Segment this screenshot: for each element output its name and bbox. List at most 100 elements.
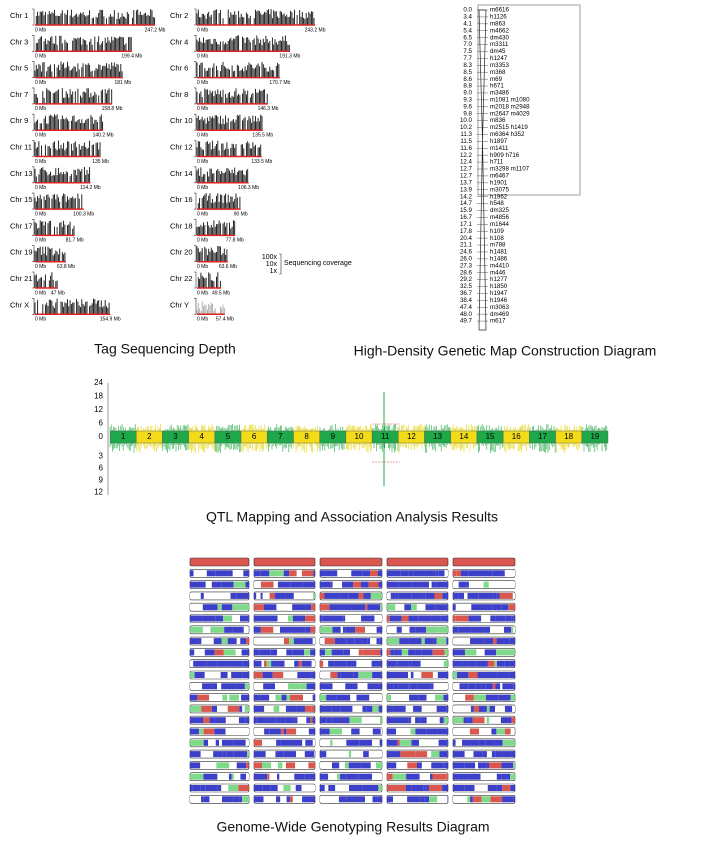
genotype-block <box>439 570 445 576</box>
genotype-block <box>408 661 411 667</box>
genotype-block <box>502 796 514 802</box>
genotype-block <box>497 774 501 780</box>
genotype-block <box>513 683 515 689</box>
genotype-block <box>190 616 203 622</box>
genotype-block <box>190 661 193 667</box>
genotype-block <box>214 638 222 644</box>
genotype-block <box>267 717 275 723</box>
genotype-block <box>194 649 204 655</box>
length-label: 114.2 Mb <box>80 185 101 191</box>
genotype-block <box>287 796 290 802</box>
genotype-block <box>453 627 459 633</box>
genotype-block <box>424 706 427 712</box>
genotype-block <box>293 627 306 633</box>
genotype-block <box>408 683 410 689</box>
genotype-block <box>216 740 219 746</box>
genotype-block <box>424 785 426 791</box>
genotype-block <box>274 582 278 588</box>
genotype-block <box>217 774 229 780</box>
genotype-block <box>280 740 289 746</box>
genotype-block <box>487 751 492 757</box>
genotype-block <box>232 774 234 780</box>
caption: Tag Sequencing Depth <box>94 341 236 357</box>
genotype-block <box>482 796 491 802</box>
genotype-block <box>512 706 515 712</box>
genotype-block <box>239 695 241 701</box>
genotype-block <box>353 683 358 689</box>
genotype-block <box>416 649 422 655</box>
genotype-block <box>190 740 204 746</box>
genotype-block <box>503 649 515 655</box>
genotype-block <box>210 762 216 768</box>
genotype-block <box>374 616 382 622</box>
chromosome-label: Chr 4 <box>170 37 188 46</box>
axis-bracket <box>194 88 196 104</box>
genotype-block <box>203 774 217 780</box>
genotype-block <box>293 796 302 802</box>
genotype-block <box>207 706 212 712</box>
genotype-block <box>436 570 439 576</box>
genotype-block <box>279 604 292 610</box>
genotype-block <box>310 649 315 655</box>
genotype-block <box>203 582 206 588</box>
genotype-block <box>242 672 249 678</box>
length-label: 133.5 Mb <box>251 159 272 165</box>
genotype-block <box>215 717 226 723</box>
length-label: 47 Mb <box>51 290 65 296</box>
axis-bracket <box>32 114 34 130</box>
genotype-block <box>222 740 233 746</box>
chromosome-label: Chr 8 <box>170 90 188 99</box>
genotype-block <box>227 570 232 576</box>
genotype-block <box>322 616 334 622</box>
genotype-block <box>490 627 504 633</box>
genotype-block <box>408 616 418 622</box>
genotype-block <box>243 661 249 667</box>
genotype-block <box>387 661 397 667</box>
genotype-block <box>372 717 380 723</box>
genotype-block <box>348 593 358 599</box>
genotype-block <box>320 604 329 610</box>
genotype-block <box>261 627 274 633</box>
genotype-block <box>254 762 262 768</box>
genotype-block <box>397 717 409 723</box>
genotype-block <box>347 638 355 644</box>
genotype-block <box>254 672 263 678</box>
genotype-block <box>216 570 228 576</box>
genotype-block <box>320 695 326 701</box>
genotype-block <box>399 661 409 667</box>
genotype-block <box>246 740 249 746</box>
chromosome-number: 19 <box>590 432 599 441</box>
genotype-block <box>367 638 370 644</box>
genotype-block <box>456 604 465 610</box>
genotype-block <box>279 683 288 689</box>
chromosome-number: 5 <box>226 432 231 441</box>
genotype-block <box>369 582 379 588</box>
genotype-block <box>237 638 241 644</box>
genotype-block <box>242 706 244 712</box>
genotype-block <box>343 616 345 622</box>
genotype-block <box>269 570 278 576</box>
chromosome-label: Chr 19 <box>10 248 33 257</box>
genotype-block <box>422 762 431 768</box>
genotype-block <box>229 695 239 701</box>
genotype-block <box>284 729 287 735</box>
genotype-block <box>222 638 228 644</box>
genotype-block <box>372 740 379 746</box>
genotype-block <box>418 616 432 622</box>
genotype-block <box>312 717 315 723</box>
genotype-block <box>398 740 400 746</box>
genotype-block <box>417 762 422 768</box>
genotype-block <box>380 649 382 655</box>
genotype-block <box>216 661 229 667</box>
genotype-block <box>486 695 499 701</box>
genotype-block <box>269 774 277 780</box>
genotype-block <box>238 729 247 735</box>
genotype-track <box>190 558 249 566</box>
genotype-block <box>330 740 332 746</box>
genotype-block <box>362 706 366 712</box>
genotype-block <box>390 616 402 622</box>
genotype-block <box>429 582 432 588</box>
genotype-block <box>285 661 295 667</box>
genotype-block <box>222 796 233 802</box>
genotype-block <box>465 751 474 757</box>
